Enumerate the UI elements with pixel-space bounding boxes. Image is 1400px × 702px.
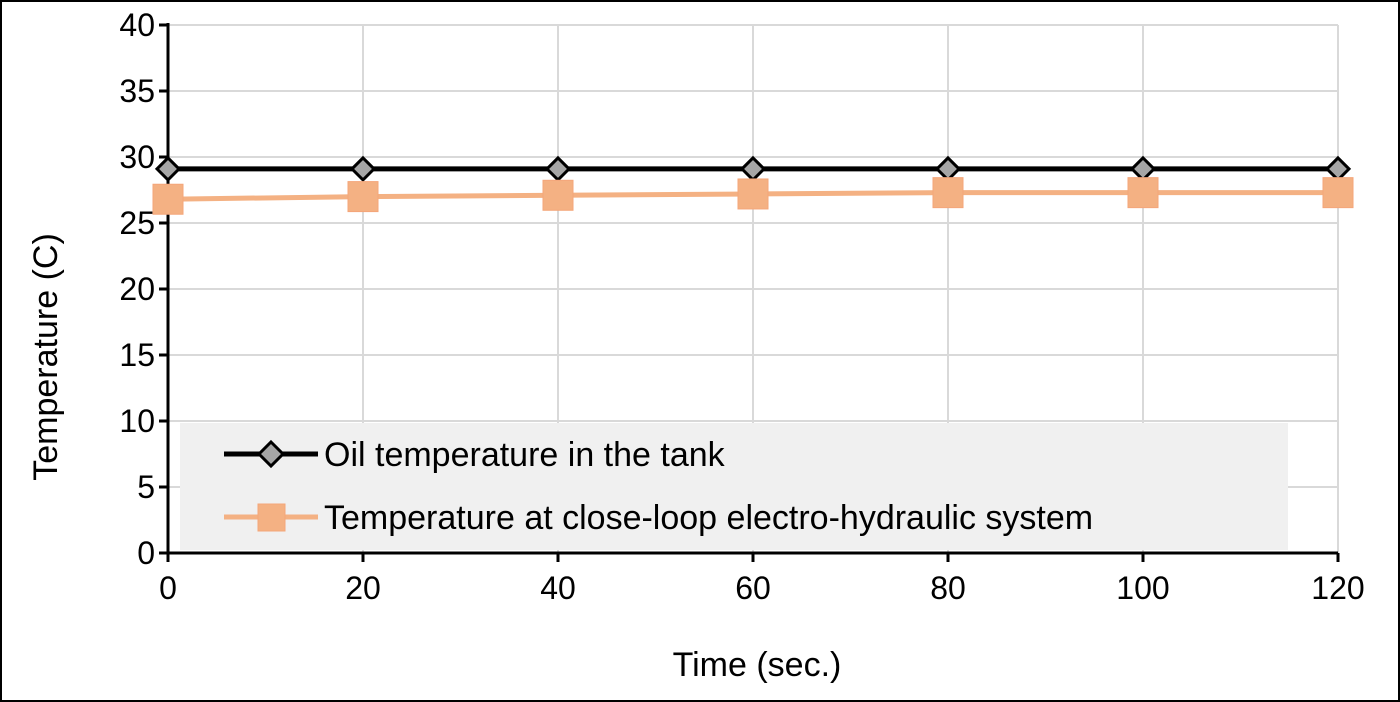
data-point-square <box>542 179 574 211</box>
data-point-square <box>152 183 184 215</box>
x-tick-label: 0 <box>159 570 177 606</box>
x-tick-label: 120 <box>1311 570 1364 606</box>
y-axis-title: Temperature (C) <box>27 233 65 481</box>
x-tick-label: 20 <box>345 570 381 606</box>
series <box>152 155 1354 215</box>
data-point-diamond <box>349 155 377 183</box>
y-tick-label: 35 <box>119 73 155 109</box>
data-point-square <box>737 178 769 210</box>
data-point-diamond <box>154 155 182 183</box>
y-tick-label: 30 <box>119 139 155 175</box>
legend-marker-oil-diamond <box>256 439 286 469</box>
x-tick-label: 100 <box>1116 570 1169 606</box>
data-point-diamond <box>544 155 572 183</box>
legend-label-system: Temperature at close-loop electro-hydrau… <box>324 499 1093 537</box>
data-point-square <box>932 177 964 209</box>
legend: Oil temperature in the tank Temperature … <box>180 423 1288 550</box>
data-point-diamond <box>934 155 962 183</box>
legend-marker-system-square <box>257 503 286 532</box>
y-tick-label: 40 <box>119 7 155 43</box>
x-tick-label: 80 <box>930 570 966 606</box>
x-tick-label: 60 <box>735 570 771 606</box>
tick-labels: 0 5 10 15 20 25 30 35 40 0 20 40 60 80 100 120 <box>119 7 1364 606</box>
x-axis-title: Time (sec.) <box>673 646 842 684</box>
y-tick-label: 15 <box>119 337 155 373</box>
y-tick-label: 10 <box>119 403 155 439</box>
legend-label-oil: Oil temperature in the tank <box>324 436 726 474</box>
axes <box>159 23 1340 562</box>
y-tick-label: 20 <box>119 271 155 307</box>
y-tick-label: 0 <box>137 535 155 571</box>
legend-background <box>180 423 1288 550</box>
data-point-square <box>347 181 379 213</box>
data-point-square <box>1322 177 1354 209</box>
y-tick-label: 25 <box>119 205 155 241</box>
data-point-square <box>1127 177 1159 209</box>
data-point-diamond <box>1129 155 1157 183</box>
y-tick-label: 5 <box>137 469 155 505</box>
x-tick-label: 40 <box>540 570 576 606</box>
data-point-diamond <box>1324 155 1352 183</box>
data-point-diamond <box>739 155 767 183</box>
